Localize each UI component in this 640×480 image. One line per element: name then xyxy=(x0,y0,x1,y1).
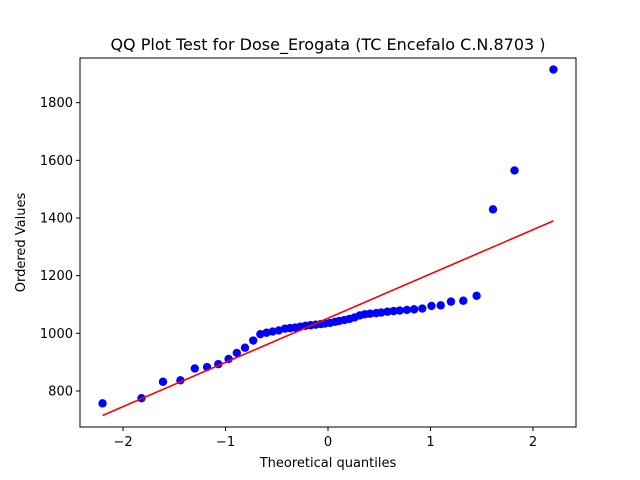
data-point xyxy=(436,301,445,310)
data-point xyxy=(418,304,427,313)
y-tick-label: 1000 xyxy=(40,327,73,342)
data-point xyxy=(383,307,392,316)
data-point xyxy=(427,301,436,311)
data-point xyxy=(510,166,519,175)
data-point xyxy=(549,65,558,74)
x-tick-label: −1 xyxy=(216,435,235,450)
data-point xyxy=(472,291,481,301)
y-tick-label: 1600 xyxy=(40,154,73,169)
data-point xyxy=(377,308,386,317)
data-point xyxy=(395,306,404,315)
data-point xyxy=(158,377,168,386)
y-tick-label: 1800 xyxy=(40,96,73,111)
data-point xyxy=(446,297,456,306)
y-axis: 800 1000 1200 1400 1600 1800 xyxy=(40,96,80,399)
fit-line xyxy=(102,220,554,417)
data-point xyxy=(365,309,375,318)
x-axis: −2 −1 0 1 2 xyxy=(113,427,537,450)
data-point xyxy=(389,306,398,316)
data-point xyxy=(488,205,498,214)
data-point xyxy=(402,305,412,315)
data-point xyxy=(409,305,419,314)
chart-title: QQ Plot Test for Dose_Erogata (TC Encefa… xyxy=(110,35,545,55)
data-point xyxy=(459,296,468,305)
x-tick-label: 1 xyxy=(426,435,434,450)
y-tick-label: 1400 xyxy=(40,211,73,226)
x-tick-label: 2 xyxy=(529,435,537,450)
y-axis-label: Ordered Values xyxy=(14,193,29,293)
data-point xyxy=(240,343,250,352)
data-point xyxy=(98,399,107,408)
data-point xyxy=(232,348,241,358)
x-tick-label: −2 xyxy=(113,435,132,450)
plot-area xyxy=(98,65,558,417)
y-tick-label: 1200 xyxy=(40,269,73,284)
y-tick-label: 800 xyxy=(48,384,73,399)
x-axis-label: Theoretical quantiles xyxy=(259,456,397,471)
data-point xyxy=(224,354,233,364)
data-point xyxy=(190,364,199,373)
x-tick-label: 0 xyxy=(324,435,332,450)
data-point xyxy=(248,336,258,345)
